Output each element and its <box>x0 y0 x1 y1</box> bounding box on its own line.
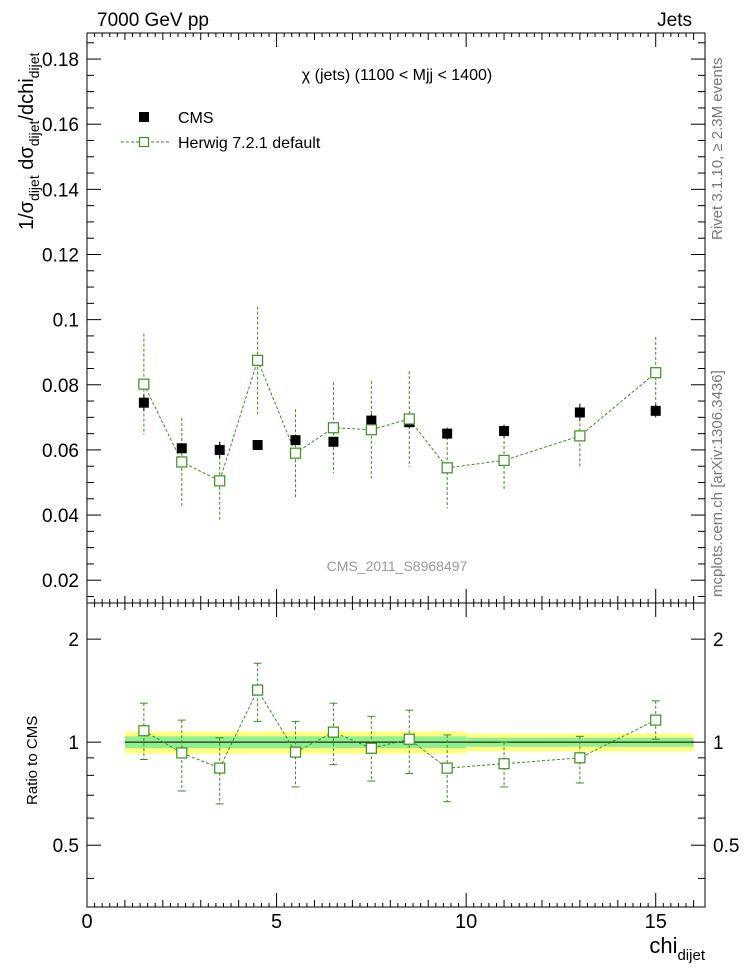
cms-data-point <box>574 407 585 418</box>
mc-data-point <box>650 367 662 379</box>
main-ytick-label: 0.14 <box>42 180 79 201</box>
header-left: 7000 GeV pp <box>97 10 209 31</box>
cms-data-point <box>252 440 263 451</box>
ratio-mc-point <box>327 726 340 738</box>
ratio-mc-point <box>176 747 188 759</box>
mc-data-point <box>498 454 510 466</box>
legend-cms-label: CMS <box>178 110 214 127</box>
ratio-ytick-label: 0.5 <box>53 836 79 857</box>
ratio-mc-point <box>289 746 302 758</box>
main-ytick-label: 0.1 <box>53 311 79 332</box>
ratio-ytick-label: 2 <box>68 630 79 651</box>
rivet-label: Rivet 3.1.10, ≥ 2.3M events <box>709 58 726 241</box>
legend-mc-marker <box>138 136 150 148</box>
mc-data-point <box>365 424 377 436</box>
ratio-mc-point <box>252 684 264 696</box>
mc-data-point <box>214 475 226 487</box>
cms-data-point <box>442 428 453 439</box>
main-ytick-label: 0.02 <box>42 571 79 592</box>
ratio-xtick-label: 5 <box>271 911 282 933</box>
ratio-mc-point <box>574 752 586 764</box>
main-panel: 0.02 0.04 0.06 0.08 0.1 0.12 0.14 0.16 0.18 <box>42 32 706 604</box>
legend-mc-label: Herwig 7.2.1 default <box>178 135 321 152</box>
ratio-panel: 0 5 10 15 0.5 0.5 1 1 2 2 <box>53 602 739 933</box>
mc-data-point <box>252 354 264 366</box>
ratio-mc-point <box>498 758 510 770</box>
ratio-mc-point <box>214 762 226 774</box>
legend: CMS Herwig 7.2.1 default <box>121 110 321 152</box>
mc-data-point <box>403 413 415 425</box>
ratio-ytick-label-right: 2 <box>713 630 724 651</box>
mc-data-point <box>176 456 188 468</box>
ratio-mc-point <box>403 733 415 745</box>
mc-data-point <box>574 430 586 442</box>
ratio-frame <box>86 602 706 908</box>
main-ytick-label: 0.16 <box>42 115 79 136</box>
ratio-mc-point <box>441 762 453 774</box>
mcplots-label: mcplots.cern.ch [arXiv:1306.3436] <box>709 370 726 597</box>
mc-data-point <box>441 462 453 474</box>
mc-series-line <box>143 358 657 482</box>
ratio-mc-line <box>143 688 656 769</box>
main-ytick-label: 0.06 <box>42 441 79 462</box>
mc-data-point <box>138 378 150 390</box>
legend-cms-marker <box>139 112 149 122</box>
cms-data-point <box>138 397 149 408</box>
ratio-xtick-label: 0 <box>81 911 92 933</box>
ratio-mc-point <box>365 742 377 754</box>
ratio-ytick-label: 1 <box>68 733 79 754</box>
main-ytick-label: 0.04 <box>42 506 79 527</box>
main-ytick-label: 0.08 <box>42 376 79 397</box>
chart-title: χ (jets) (1100 < Mjj < 1400) <box>302 67 492 84</box>
ratio-ytick-label-right: 0.5 <box>713 836 739 857</box>
ratio-ytick-label-right: 1 <box>713 733 724 754</box>
ratio-mc-point <box>138 725 150 737</box>
main-ytick-label: 0.12 <box>42 245 79 266</box>
main-ytick-label: 0.18 <box>42 50 79 71</box>
cms-data-point <box>499 426 510 437</box>
watermark: CMS_2011_S8968497 <box>327 558 468 574</box>
mc-data-point <box>289 447 302 459</box>
mc-data-point <box>327 422 340 434</box>
cms-data-point <box>650 405 661 416</box>
ratio-ylabel: Ratio to CMS <box>24 716 41 805</box>
cms-data-point <box>366 415 377 426</box>
cms-data-point <box>290 435 301 446</box>
main-ylabel: 1/σdijet dσdijet/dchidijet <box>16 53 42 230</box>
x-axis-label: chidijet <box>649 933 705 964</box>
ratio-xtick-label: 10 <box>455 911 477 933</box>
cms-data-point <box>214 444 225 455</box>
ratio-mc-point <box>650 714 662 726</box>
ratio-xtick-label: 15 <box>645 911 667 933</box>
cms-data-point <box>176 443 187 454</box>
cms-data-point <box>328 436 339 447</box>
header-right: Jets <box>657 10 692 31</box>
